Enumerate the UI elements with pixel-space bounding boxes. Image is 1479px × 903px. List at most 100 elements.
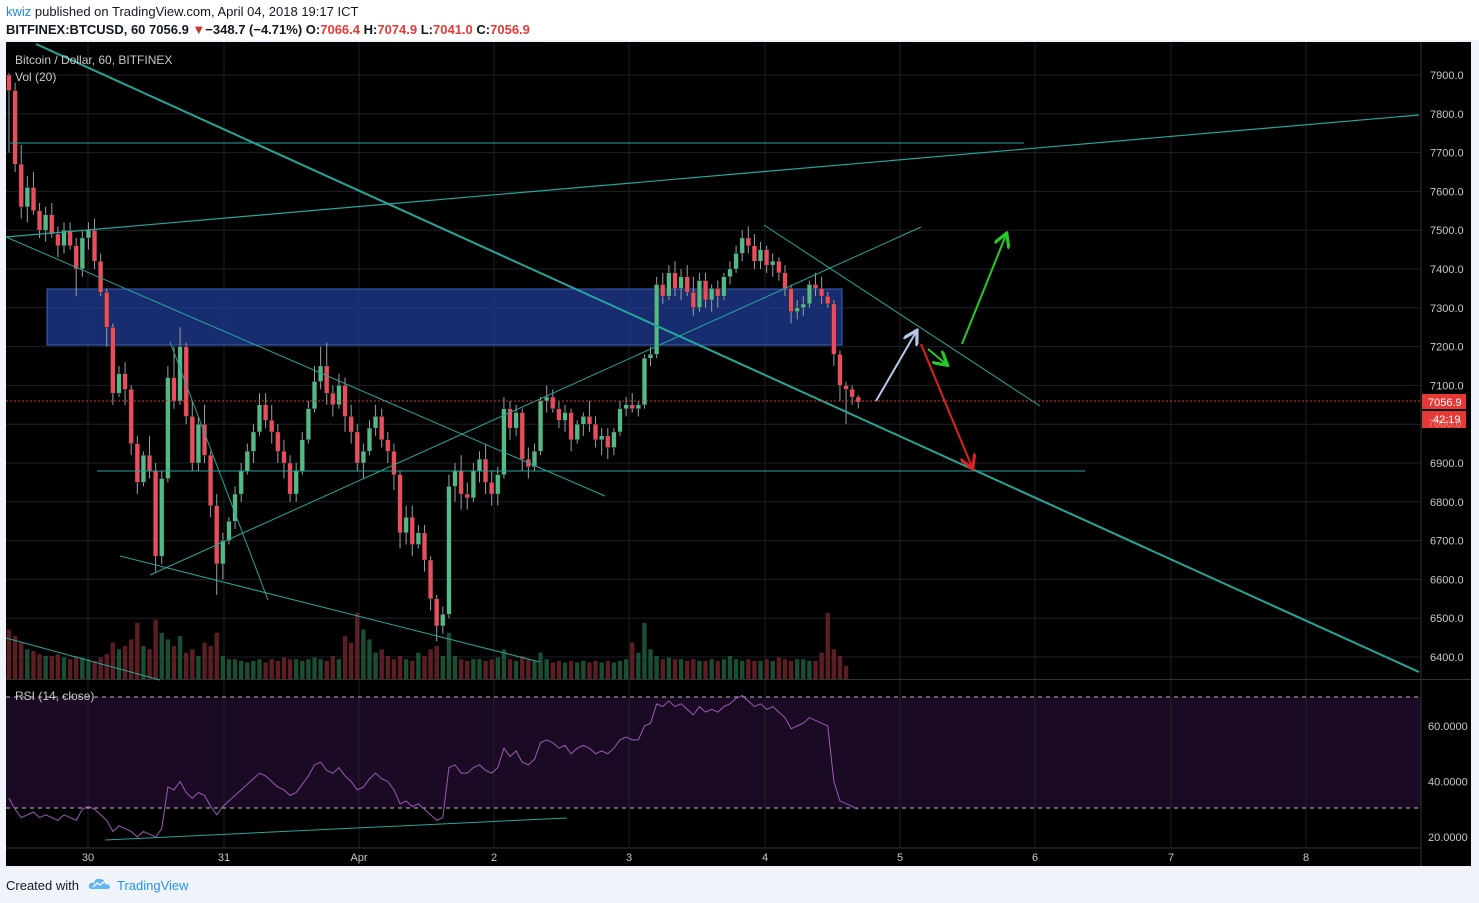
price-change: −348.7 (−4.71%) — [205, 22, 303, 37]
time-tick-label: Apr — [350, 852, 367, 864]
volume-bar — [660, 659, 665, 679]
volume-bar — [416, 652, 421, 679]
candle — [49, 203, 55, 238]
price-tick-label: 7300.0 — [1430, 303, 1464, 315]
candle — [171, 346, 177, 409]
candle — [220, 532, 226, 580]
volume-bar — [31, 650, 36, 679]
green-up-arrow — [961, 235, 1006, 345]
candle — [385, 431, 391, 463]
volume-bar — [623, 659, 629, 679]
volume-bar — [318, 659, 323, 679]
volume-bar — [165, 639, 171, 679]
candle — [348, 404, 354, 444]
volume-bar — [526, 659, 531, 679]
price-tick-label: 6800.0 — [1430, 497, 1464, 509]
candle — [501, 397, 507, 479]
time-axis[interactable]: 30 31 Apr 2 3 4 5 6 7 8 — [82, 852, 1309, 864]
candle — [324, 342, 330, 405]
volume-bar — [593, 660, 598, 679]
volume-bar — [801, 659, 806, 679]
high-value: 7074.9 — [377, 22, 418, 37]
author-link[interactable]: kwiz — [6, 4, 32, 19]
candle — [446, 474, 452, 619]
volume-bar — [190, 649, 195, 679]
volume-bar — [532, 660, 537, 679]
symbol-line: BITFINEX:BTCUSD, 60 7056.9 ▼−348.7 (−4.7… — [6, 22, 530, 37]
volume-bar — [538, 652, 543, 679]
candle — [391, 443, 397, 491]
main-pane[interactable] — [6, 42, 1421, 679]
candle — [764, 245, 770, 273]
candle — [721, 272, 727, 301]
rsi-axis[interactable]: 60.0000 40.0000 20.0000 — [1428, 721, 1468, 844]
volume-bar — [489, 659, 494, 679]
volume-bar — [141, 646, 146, 679]
rising-resistance-line — [5, 114, 1420, 238]
candle — [654, 276, 660, 359]
symbol-name: BITFINEX:BTCUSD, 60 — [6, 22, 146, 37]
rsi-band — [6, 697, 1421, 808]
candle — [629, 393, 635, 413]
volume-bar — [642, 622, 647, 679]
volume-bar — [697, 660, 702, 679]
volume-bar — [92, 660, 97, 679]
time-tick-label: 31 — [218, 852, 230, 864]
candle — [813, 272, 819, 297]
time-tick-label: 6 — [1032, 852, 1038, 864]
volume-bar — [251, 660, 256, 679]
price-tick-label: 7200.0 — [1430, 342, 1464, 354]
volume-bar — [49, 655, 54, 679]
candle — [12, 82, 18, 172]
volume-bar — [80, 657, 85, 679]
candle — [165, 366, 171, 483]
candle — [287, 455, 293, 502]
last-price: 7056.9 — [149, 22, 189, 37]
candle — [648, 346, 654, 366]
volume-bar — [617, 660, 623, 679]
candle — [788, 284, 794, 324]
volume-bar — [807, 660, 812, 679]
time-tick-label: 2 — [491, 852, 497, 864]
candle — [428, 556, 434, 611]
candle — [366, 420, 372, 456]
hidden-price-label: 7000.0 — [1428, 418, 1462, 430]
volume-bar — [477, 659, 482, 679]
candle — [531, 443, 537, 471]
candle — [269, 404, 275, 444]
chart-canvas[interactable]: 7900.0 7800.0 7700.0 7600.0 7500.0 7400.0 7300… — [0, 40, 1479, 866]
candle — [599, 428, 605, 456]
publish-header: kwiz published on TradingView.com, April… — [0, 0, 1479, 40]
volume-bar — [147, 649, 152, 679]
volume-bar — [501, 649, 507, 679]
volume-legend: Vol (20) — [15, 70, 56, 84]
volume-bar — [440, 655, 446, 679]
candle — [849, 385, 855, 405]
candle — [37, 203, 43, 238]
price-tick-label: 6500.0 — [1430, 613, 1464, 625]
candle — [684, 265, 690, 297]
volume-bar — [654, 655, 659, 679]
countdown-badge — [1422, 411, 1466, 428]
candle — [758, 241, 764, 269]
time-axis-bg — [6, 848, 1471, 866]
candle — [208, 451, 214, 518]
volume-bar — [782, 659, 788, 679]
volume-bar — [348, 642, 354, 679]
price-axis[interactable]: 7900.0 7800.0 7700.0 7600.0 7500.0 7400.0 7300… — [1430, 70, 1464, 664]
tradingview-brand[interactable]: TradingView — [117, 878, 189, 893]
volume-bar — [562, 662, 568, 679]
candle — [855, 395, 861, 409]
candle — [568, 408, 574, 452]
volume-bar — [293, 659, 299, 679]
volume-bar — [312, 657, 317, 679]
volume-bar — [122, 646, 128, 679]
volume-bar — [813, 660, 818, 679]
candle — [837, 350, 843, 401]
candle — [434, 594, 440, 642]
candle — [409, 505, 415, 557]
candle — [623, 397, 629, 417]
candle — [110, 323, 116, 405]
volume-bar — [434, 646, 439, 679]
price-tick-label: 7700.0 — [1430, 148, 1464, 160]
